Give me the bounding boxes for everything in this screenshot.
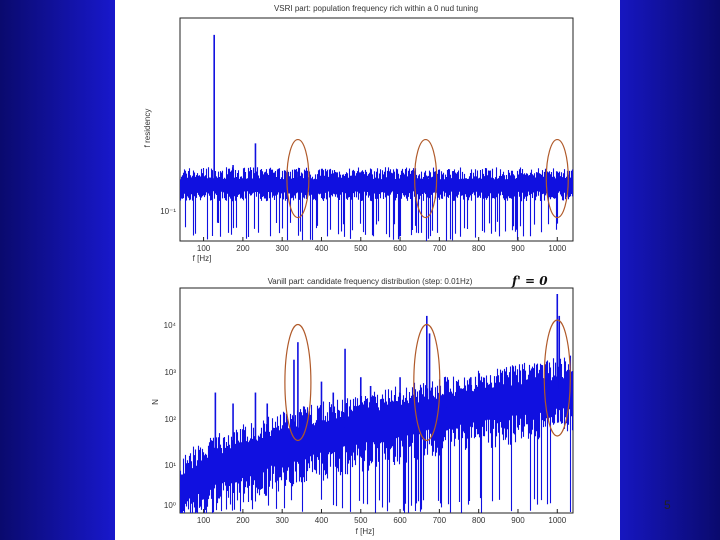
chart1-xtick-label-300: 300 bbox=[276, 244, 290, 253]
chart2-xtick-label-200: 200 bbox=[236, 516, 250, 525]
chart2-xtick-label-700: 700 bbox=[433, 516, 447, 525]
chart2-ytick-4: 10⁴ bbox=[164, 321, 177, 330]
chart2-xtick-label-400: 400 bbox=[315, 516, 329, 525]
chart2-ylabel: N bbox=[151, 399, 160, 405]
chart1-ytick: 10⁻¹ bbox=[160, 207, 176, 216]
chart1-xtick-label-500: 500 bbox=[354, 244, 368, 253]
chart2-xtick-label-500: 500 bbox=[354, 516, 368, 525]
page-number: 5 bbox=[664, 498, 671, 512]
chart2-ytick-1: 10¹ bbox=[164, 461, 176, 470]
chart1-title: VSRI part: population frequency rich wit… bbox=[274, 4, 478, 13]
chart2-ytick-3: 10³ bbox=[164, 368, 176, 377]
chart2-circle-2 bbox=[543, 319, 571, 437]
chart1-xticks: 100 200 300 400 500 600 700 800 900 1000 bbox=[197, 237, 567, 253]
chart2-xlabel: f [Hz] bbox=[356, 527, 375, 536]
chart1-xtick-label-800: 800 bbox=[472, 244, 486, 253]
chart1-circle-0 bbox=[286, 138, 310, 219]
chart2-xtick-label-600: 600 bbox=[393, 516, 407, 525]
chart1-xtick-label-900: 900 bbox=[511, 244, 525, 253]
chart1-circle-1 bbox=[414, 138, 438, 219]
chart2-xtick-label-1000: 1000 bbox=[548, 516, 566, 525]
chart1-xlabel: f [Hz] bbox=[193, 254, 212, 263]
chart1-xtick-label-700: 700 bbox=[433, 244, 447, 253]
chart1-xtick-label-400: 400 bbox=[315, 244, 329, 253]
chart2-xtick-label-100: 100 bbox=[197, 516, 211, 525]
chart2-peaks bbox=[214, 294, 561, 467]
chart2-xtick-label-800: 800 bbox=[472, 516, 486, 525]
chart2-title: Vanill part: candidate frequency distrib… bbox=[268, 277, 473, 286]
chart2-circle-0 bbox=[284, 323, 312, 442]
chart1-ylabel: f residency bbox=[143, 109, 152, 148]
chart1-xtick-label-1000: 1000 bbox=[548, 244, 566, 253]
chart2-ytick-2: 10² bbox=[164, 415, 176, 424]
chart1-xtick-label-200: 200 bbox=[236, 244, 250, 253]
chart2-xtick-label-300: 300 bbox=[276, 516, 290, 525]
chart1-peaks bbox=[213, 34, 559, 179]
chart2-xticks: 100 200 300 400 500 600 700 800 900 1000 bbox=[197, 509, 567, 525]
chart2-circle-1 bbox=[413, 323, 441, 442]
chart2-circles bbox=[284, 319, 571, 442]
chart1-xtick-label-600: 600 bbox=[393, 244, 407, 253]
chart2-ytick-0: 10⁰ bbox=[164, 501, 176, 510]
chart2-annotation: f' = 0 bbox=[511, 274, 548, 288]
chart2-xtick-label-900: 900 bbox=[511, 516, 525, 525]
chart1-circles bbox=[286, 138, 569, 219]
chart1-circle-2 bbox=[545, 138, 569, 219]
chart1-noise-band bbox=[180, 167, 573, 241]
chart1-noise-path bbox=[180, 167, 573, 241]
chart1-xtick-label-100: 100 bbox=[197, 244, 211, 253]
